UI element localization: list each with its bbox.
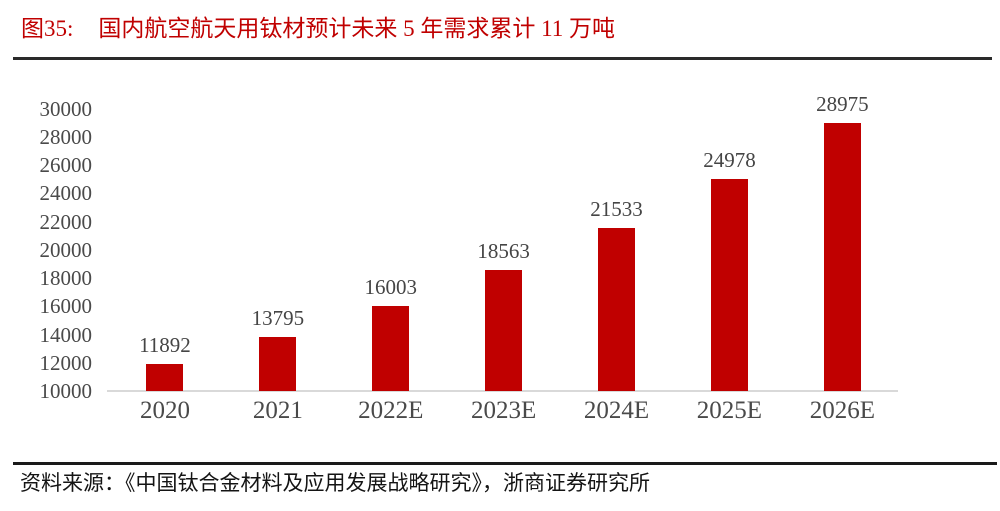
x-axis-category-label: 2023E (471, 397, 537, 424)
x-axis-category-label: 2022E (358, 397, 424, 424)
y-axis-tick-label: 18000 (39, 266, 93, 290)
y-axis-tick-label: 16000 (39, 294, 93, 319)
source-note: 资料来源：《中国钛合金材料及应用发展战略研究》，浙商证券研究所 (20, 469, 650, 497)
bar-value-label: 11892 (139, 333, 191, 358)
x-axis-category-label: 2024E (583, 397, 650, 424)
bar-value-label: 21533 (590, 197, 643, 222)
figure-title: 图35: 国内航空航天用钛材预计未来 5 年需求累计 11 万吨 (21, 14, 615, 44)
bar (485, 270, 523, 391)
bar (259, 337, 297, 391)
x-axis-category-label: 2025E (696, 397, 763, 424)
x-axis-category-label: 2021 (252, 397, 303, 424)
bar-value-label: 16003 (364, 275, 418, 300)
y-axis-tick-label: 12000 (39, 350, 93, 375)
x-axis-line (107, 390, 898, 392)
bar-value-label: 24978 (703, 148, 756, 173)
y-axis-tick-label: 26000 (39, 153, 93, 177)
source-text: 《中国钛合金材料及应用发展战略研究》，浙商证券研究所 (125, 471, 650, 495)
y-axis-tick-label: 14000 (39, 322, 93, 347)
y-axis-tick-label: 30000 (39, 96, 93, 121)
bar-chart: 10000 12000 14000 16000 18000 20000 22000 24000… (39, 91, 898, 424)
y-axis-tick-label: 28000 (39, 124, 93, 149)
bar-value-label: 13795 (251, 306, 305, 331)
y-axis-tick-label: 20000 (39, 237, 93, 262)
figure-title-text: 国内航空航天用钛材预计未来 5 年需求累计 11 万吨 (98, 16, 616, 41)
bar (823, 122, 861, 391)
title-divider-line (13, 57, 992, 60)
x-axis-category-label: 2026E (809, 397, 875, 424)
x-axis-category-label: 2020 (139, 397, 190, 424)
y-axis-tick-label: 22000 (39, 209, 93, 234)
y-axis-tick-label: 10000 (39, 379, 93, 403)
source-label: 资料来源： (20, 471, 125, 495)
figure-number-label: 图35: (21, 16, 74, 41)
source-divider-line (13, 462, 997, 465)
bar (598, 228, 636, 391)
bar (372, 306, 410, 391)
y-axis-tick-label: 24000 (39, 181, 93, 206)
bar-value-label: 28975 (816, 91, 869, 116)
bar-value-label: 18563 (477, 239, 530, 264)
bar (146, 364, 184, 391)
bar (710, 179, 748, 391)
